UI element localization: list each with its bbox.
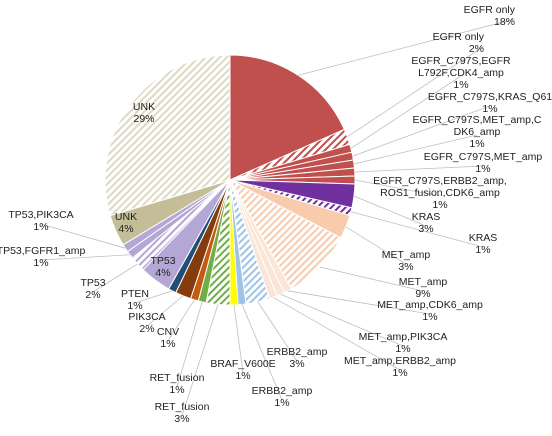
slice-label: TP53 4% — [150, 255, 175, 279]
slice-label: TP53,PIK3CA 1% — [8, 209, 73, 233]
slice-label: MET_amp,PIK3CA 1% — [359, 331, 448, 355]
slice-label: PTEN 1% — [121, 288, 149, 312]
slice-label: PIK3CA 2% — [128, 311, 165, 335]
leader-line — [298, 18, 516, 76]
pie-slice — [104, 54, 231, 217]
leader-line — [280, 293, 404, 347]
slice-label: UNK 29% — [133, 101, 155, 125]
leader-line — [167, 299, 195, 342]
leader-line — [353, 134, 478, 165]
leader-line — [40, 223, 126, 249]
slice-label: TP53,FGFR1_amp 1% — [0, 245, 86, 269]
pie-slices — [104, 54, 356, 306]
leader-line — [347, 45, 485, 138]
leader-line — [257, 301, 298, 362]
leader-line — [345, 226, 407, 265]
leader-line — [233, 304, 244, 374]
leader-line — [181, 304, 219, 417]
slice-label: EGFR_C797S,MET_amp,C DK6_amp 1% — [413, 114, 542, 150]
slice-label: MET_amp,CDK6_amp 1% — [377, 299, 483, 323]
slice-label: MET_amp 3% — [382, 249, 431, 273]
leader-line — [350, 211, 484, 248]
leader-line — [272, 296, 401, 371]
leader-line — [354, 179, 441, 197]
slice-label: EGFR_C797S,MET_amp 1% — [424, 151, 543, 175]
leader-line — [92, 263, 138, 293]
leader-line — [354, 165, 484, 173]
slice-label: RET_fusion 3% — [155, 401, 210, 425]
slice-label: EGFR_C797S,ERBB2_amp, ROS1_fusion,CDK6_am… — [373, 175, 507, 211]
slice-label: TP53 2% — [80, 277, 105, 301]
slice-label: CNV 1% — [157, 326, 179, 350]
slice-label: ERBB2_amp 3% — [267, 346, 328, 370]
leader-line — [176, 301, 203, 388]
slice-label: KRAS 1% — [469, 232, 498, 256]
leader-line — [146, 295, 184, 327]
leader-lines — [40, 18, 516, 417]
slice-label: UNK 4% — [115, 211, 137, 235]
slice-labels: EGFR only 18% EGFR only 2%EGFR_C797S,EGFR L7… — [0, 4, 552, 425]
slice-label: BRAF_V600E 1% — [210, 358, 275, 382]
slice-label: ERBB2_amp 1% — [252, 385, 313, 409]
leader-line — [319, 266, 424, 292]
slice-label: EGFR_C797S,EGFR L792F,CDK4_amp 1% — [411, 55, 511, 91]
leader-line — [352, 105, 491, 157]
slice-label: EGFR_C797S,KRAS_Q61 1% — [428, 91, 552, 115]
slice-label: MET_amp,ERBB2_amp 1% — [344, 355, 456, 379]
leader-line — [40, 254, 130, 261]
leader-line — [350, 75, 462, 149]
leader-line — [134, 290, 173, 304]
slice-label: KRAS 3% — [412, 211, 441, 235]
slice-label: MET_amp 9% — [399, 276, 448, 300]
leader-line — [287, 290, 431, 315]
leader-line — [241, 304, 283, 401]
leader-line — [353, 195, 427, 227]
slice-label: RET_fusion 1% — [150, 372, 205, 396]
slice-label: EGFR only 18% — [464, 4, 516, 28]
slice-label: EGFR only 2% — [433, 31, 485, 55]
